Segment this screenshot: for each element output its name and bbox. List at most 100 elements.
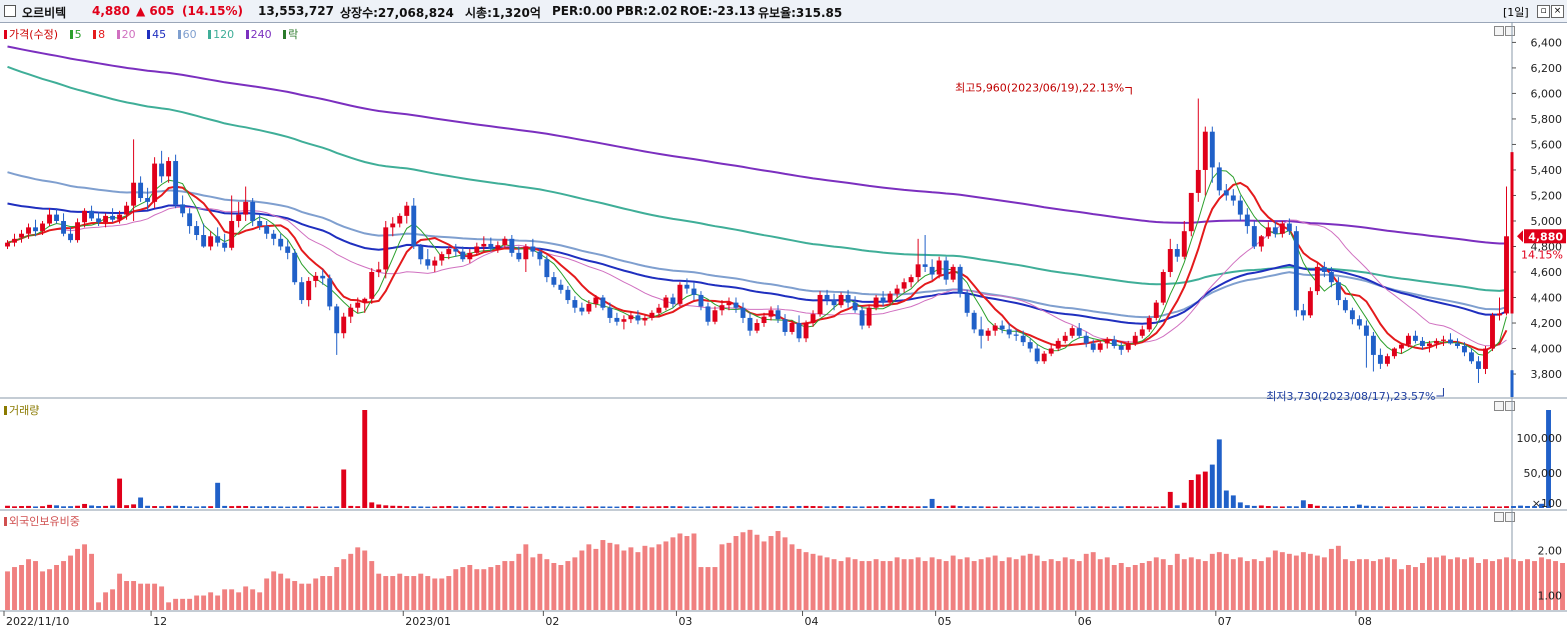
volume-bar bbox=[446, 505, 452, 508]
volume-bar bbox=[278, 506, 284, 508]
candle-body bbox=[1349, 310, 1355, 320]
volume-bar bbox=[1251, 505, 1257, 508]
foreign-ratio-bar bbox=[887, 561, 893, 610]
foreign-ratio-bar bbox=[1476, 563, 1481, 610]
foreign-ratio-bar bbox=[1419, 563, 1425, 610]
candle-body bbox=[1258, 236, 1264, 247]
volume-bar bbox=[1160, 506, 1166, 508]
candle-body bbox=[1433, 340, 1439, 344]
volume-bar bbox=[684, 506, 690, 508]
volume-bar bbox=[362, 410, 368, 508]
foreign-ratio-bar bbox=[159, 586, 165, 610]
foreign-ratio-bar bbox=[103, 592, 109, 610]
foreign-ratio-bar bbox=[215, 595, 221, 610]
candle-body bbox=[278, 238, 284, 247]
candle-body bbox=[33, 227, 38, 232]
legend-price[interactable]: 가격(수정) bbox=[4, 28, 62, 41]
volume-bar bbox=[369, 502, 375, 508]
legend-ma20[interactable]: 20 bbox=[116, 28, 140, 41]
legend-ma5[interactable]: 5 bbox=[69, 28, 86, 41]
candle-body bbox=[894, 288, 900, 294]
candle-body bbox=[467, 252, 473, 260]
candle-body bbox=[628, 315, 634, 320]
candle-body bbox=[453, 249, 459, 252]
candle-body bbox=[306, 280, 312, 301]
foreign-ratio-bar bbox=[1244, 561, 1250, 610]
foreign-ratio-bar bbox=[964, 557, 970, 610]
foreign-ratio-bar bbox=[1483, 559, 1488, 610]
candle-body bbox=[1167, 249, 1173, 272]
candle-body bbox=[1342, 300, 1348, 311]
volume-bar bbox=[1448, 506, 1453, 508]
foreign-ratio-bar bbox=[61, 561, 66, 610]
volume-bar bbox=[1483, 506, 1488, 508]
volume-bar bbox=[999, 506, 1005, 508]
foreign-ratio-bar bbox=[1251, 559, 1257, 610]
volume-bar bbox=[1132, 506, 1138, 508]
foreign-ratio-bar bbox=[1307, 553, 1313, 610]
period-selector[interactable]: [1일] bbox=[1503, 6, 1529, 19]
candle-body bbox=[166, 161, 172, 177]
volume-bar bbox=[1195, 474, 1201, 508]
candle-body bbox=[54, 214, 59, 221]
volume-bar bbox=[54, 505, 59, 508]
volume-bar bbox=[761, 506, 767, 508]
foreign-ratio-bar bbox=[348, 553, 354, 610]
candle-body bbox=[243, 201, 249, 215]
select-checkbox[interactable] bbox=[4, 5, 16, 17]
volume-bar bbox=[474, 506, 480, 508]
volume-bar bbox=[614, 506, 620, 508]
foreign-ratio-bar bbox=[446, 576, 452, 610]
foreign-ratio-bar bbox=[607, 542, 613, 610]
legend-fall[interactable]: 락 bbox=[283, 28, 302, 41]
candle-body bbox=[1398, 344, 1404, 349]
foreign-ratio-bar bbox=[1518, 561, 1523, 610]
foreign-ratio-bar bbox=[117, 573, 123, 610]
candle-body bbox=[341, 316, 347, 334]
foreign-legend[interactable]: 외국인보유비중 bbox=[4, 513, 84, 529]
pane-maximize-icon[interactable] bbox=[1494, 512, 1504, 522]
candle-body bbox=[229, 220, 235, 248]
foreign-ratio-bar bbox=[1006, 557, 1012, 610]
volume-bar bbox=[859, 506, 865, 508]
candle-body bbox=[61, 220, 66, 234]
legend-ma8[interactable]: 8 bbox=[93, 28, 109, 41]
pane-maximize-icon[interactable] bbox=[1494, 26, 1504, 36]
volume-legend[interactable]: 거래량 bbox=[4, 402, 43, 418]
foreign-ratio-bar bbox=[880, 561, 886, 610]
close-icon[interactable]: × bbox=[1551, 5, 1564, 18]
foreign-ratio-bar bbox=[229, 589, 235, 610]
volume-bar bbox=[747, 506, 753, 508]
candle-body bbox=[1160, 272, 1166, 303]
price-change-pct: (14.15%) bbox=[182, 4, 243, 18]
legend-swatch-icon bbox=[208, 30, 212, 39]
legend-ma45[interactable]: 45 bbox=[147, 28, 170, 41]
ma240-line bbox=[7, 45, 1507, 245]
foreign-ratio-bar bbox=[824, 557, 830, 610]
legend-swatch-icon bbox=[69, 30, 73, 39]
pane-close-icon[interactable] bbox=[1505, 26, 1515, 36]
volume-bar bbox=[1335, 506, 1341, 508]
pane-close-icon[interactable] bbox=[1505, 401, 1515, 411]
legend-ma240[interactable]: 240 bbox=[245, 28, 276, 41]
foreign-ratio-bar bbox=[1097, 559, 1103, 610]
pane-close-icon[interactable] bbox=[1505, 512, 1515, 522]
candle-body bbox=[117, 214, 123, 220]
volume-bar bbox=[1202, 471, 1208, 508]
volume-bar bbox=[61, 506, 66, 508]
y-tick-label: 50,000 bbox=[1524, 467, 1563, 480]
volume-bar bbox=[1167, 491, 1173, 508]
pane-maximize-icon[interactable] bbox=[1494, 401, 1504, 411]
legend-ma120[interactable]: 120 bbox=[208, 28, 238, 41]
foreign-ratio-bar bbox=[1391, 559, 1397, 610]
candle-body bbox=[82, 210, 88, 223]
minimize-icon[interactable]: ▫ bbox=[1537, 5, 1550, 18]
stock-name[interactable]: 오르비텍 bbox=[22, 6, 67, 20]
volume-bar bbox=[1384, 506, 1390, 508]
foreign-ratio-bar bbox=[453, 569, 459, 610]
candle-body bbox=[194, 226, 200, 236]
candle-body bbox=[880, 297, 886, 303]
foreign-ratio-bar bbox=[530, 557, 536, 610]
legend-ma60[interactable]: 60 bbox=[177, 28, 201, 41]
